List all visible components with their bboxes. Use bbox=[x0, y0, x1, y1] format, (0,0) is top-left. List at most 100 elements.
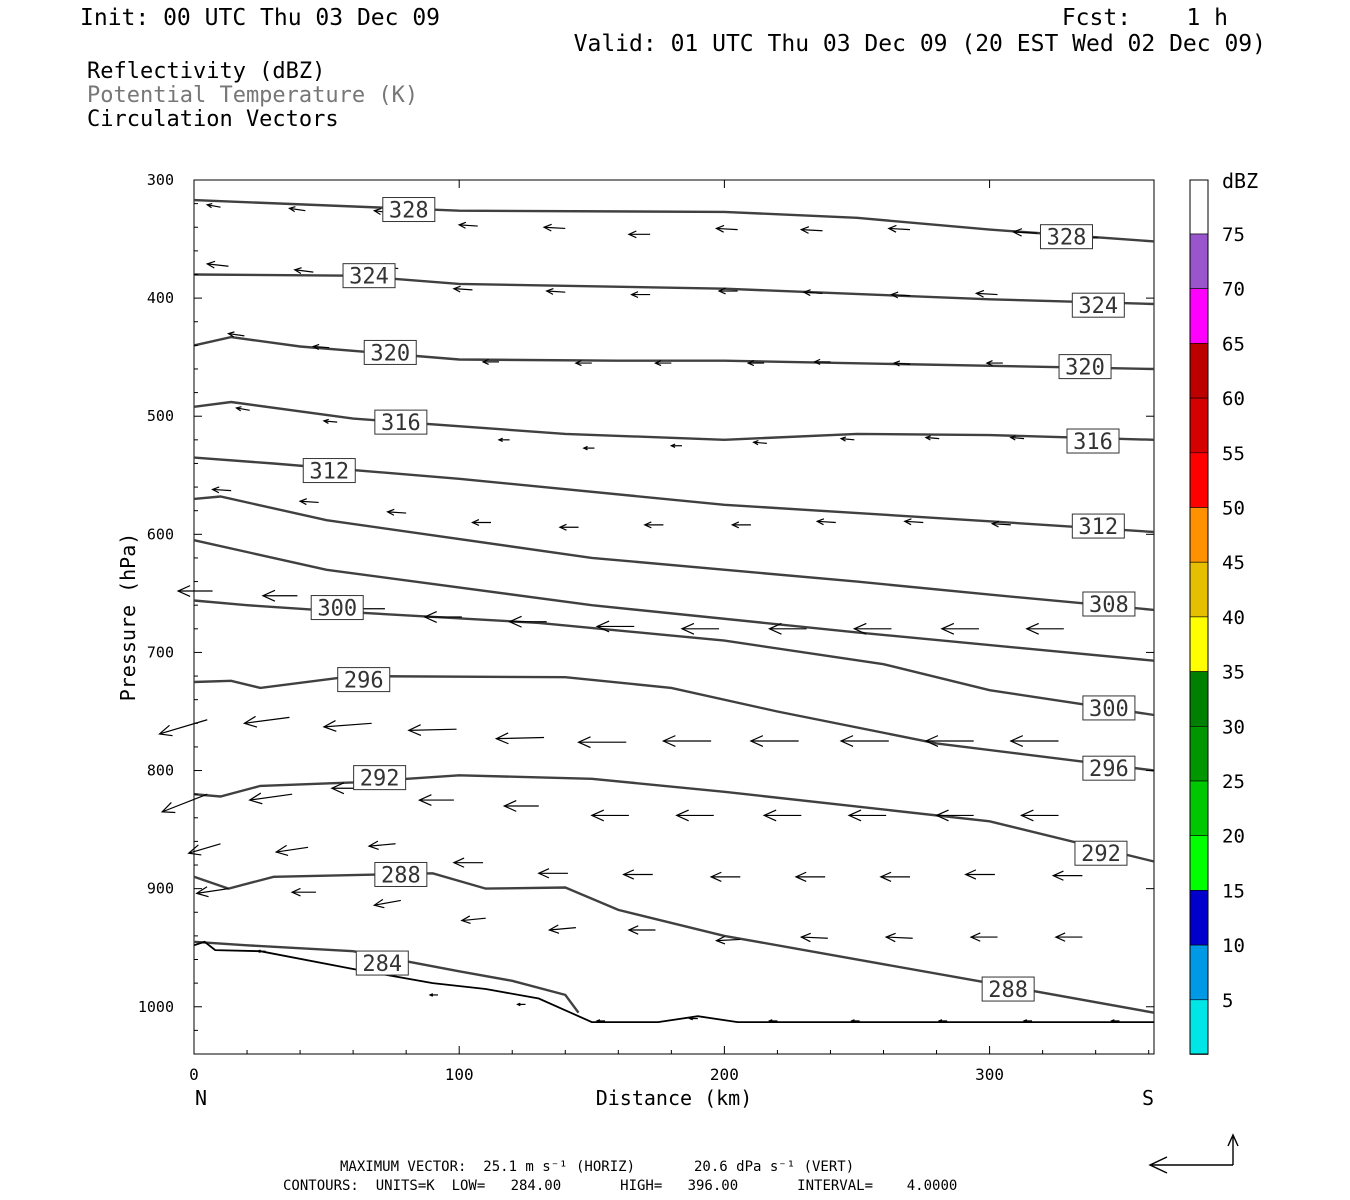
circulation-vector bbox=[452, 857, 484, 868]
vector-shaft bbox=[249, 793, 293, 801]
circulation-vector bbox=[516, 1002, 526, 1007]
colorbar-swatch bbox=[1189, 835, 1209, 891]
vector-head bbox=[847, 809, 862, 822]
contour-label: 284 bbox=[362, 952, 402, 977]
circulation-vector bbox=[924, 435, 940, 441]
circulation-vector bbox=[892, 360, 911, 367]
vector-head bbox=[227, 331, 235, 338]
vector-head bbox=[1009, 735, 1024, 747]
contour-label-box bbox=[1082, 755, 1136, 781]
circulation-vector bbox=[752, 439, 767, 446]
vector-head bbox=[457, 221, 467, 229]
vector-head bbox=[935, 809, 949, 822]
vector-head bbox=[661, 735, 676, 747]
vector-shaft bbox=[888, 227, 911, 231]
vector-shaft bbox=[368, 843, 396, 847]
circulation-vector bbox=[481, 358, 499, 365]
vector-shaft bbox=[387, 511, 407, 514]
contour-label: 296 bbox=[344, 669, 384, 694]
circulation-vector bbox=[261, 589, 298, 602]
vector-head bbox=[852, 622, 867, 635]
vector-head bbox=[884, 932, 896, 943]
contour-label-box bbox=[1071, 513, 1125, 539]
circulation-vector bbox=[1025, 622, 1064, 635]
colorbar-tick-label: 25 bbox=[1222, 771, 1245, 793]
vector-head bbox=[879, 871, 892, 882]
x-axis-title: Distance (km) bbox=[596, 1086, 753, 1110]
colorbar-swatch bbox=[1189, 944, 1209, 1001]
contour-label: 308 bbox=[1089, 593, 1129, 618]
vector-head bbox=[839, 735, 854, 747]
x-tick-label: 200 bbox=[710, 1065, 739, 1084]
vector-head bbox=[974, 289, 985, 298]
vector-head bbox=[502, 800, 517, 812]
colorbar-swatch bbox=[1189, 288, 1209, 344]
vector-head bbox=[643, 521, 652, 529]
vector-shaft bbox=[323, 420, 338, 423]
vector-head bbox=[887, 224, 897, 233]
contour-label: 312 bbox=[1078, 515, 1118, 540]
circulation-vector bbox=[746, 360, 765, 367]
vector-shaft bbox=[904, 520, 924, 524]
vector-shaft bbox=[459, 224, 478, 227]
vector-head bbox=[595, 620, 610, 633]
vector-head bbox=[248, 792, 263, 805]
x-end-label-north: N bbox=[195, 1086, 207, 1110]
vector-shaft bbox=[159, 719, 208, 735]
axes: 0 100 200 300 300 400 500 600 700 800 900 1000 bbox=[138, 171, 1154, 1084]
colorbar-tick-label: 50 bbox=[1222, 498, 1245, 520]
vector-head bbox=[749, 735, 764, 747]
circulation-vector bbox=[1009, 735, 1059, 747]
vector-shaft bbox=[546, 290, 566, 293]
vector-head bbox=[990, 520, 1000, 528]
vector-shaft bbox=[886, 936, 913, 939]
contour-label-box bbox=[374, 409, 428, 435]
vector-shaft bbox=[716, 227, 738, 231]
contour-label-box bbox=[342, 263, 396, 289]
y-axis-title: Pressure (hPa) bbox=[116, 533, 140, 702]
circulation-vector bbox=[547, 924, 576, 934]
isentrope-296 bbox=[193, 674, 1155, 772]
vector-head bbox=[187, 844, 202, 856]
circulation-vector bbox=[211, 486, 232, 494]
vector-shaft bbox=[894, 362, 911, 365]
vector-head bbox=[582, 445, 588, 451]
vector-head bbox=[470, 519, 480, 526]
vector-shaft bbox=[374, 899, 401, 906]
vector-head bbox=[969, 932, 981, 942]
vector-head bbox=[630, 291, 639, 299]
vector-head bbox=[714, 935, 726, 945]
circulation-vector bbox=[768, 622, 807, 635]
contour-label-box bbox=[1039, 224, 1093, 250]
circulation-vector bbox=[508, 615, 547, 628]
vector-head bbox=[452, 857, 465, 868]
circulation-vector bbox=[762, 809, 802, 822]
vector-head bbox=[574, 360, 582, 367]
vector-head bbox=[481, 358, 489, 365]
circulation-vector bbox=[974, 289, 998, 298]
vector-shaft bbox=[992, 523, 1011, 526]
colorbar-swatch bbox=[1189, 999, 1209, 1055]
vector-head bbox=[290, 887, 301, 897]
contour-label-box bbox=[374, 861, 428, 887]
vector-head bbox=[653, 360, 662, 367]
colorbar-tick-label: 55 bbox=[1222, 443, 1245, 465]
circulation-vector bbox=[293, 267, 314, 275]
vector-head bbox=[211, 486, 220, 494]
vector-shaft bbox=[544, 226, 566, 230]
circulation-vector bbox=[749, 735, 799, 747]
circulation-vector bbox=[494, 732, 545, 745]
contour-label: 300 bbox=[317, 597, 357, 622]
circulation-vector bbox=[205, 260, 229, 269]
vector-shaft bbox=[196, 888, 229, 894]
vector-head bbox=[752, 439, 759, 446]
circulation-vector bbox=[457, 221, 478, 229]
vector-shaft bbox=[1013, 231, 1038, 234]
y-tick-label: 400 bbox=[147, 289, 174, 307]
vector-shaft bbox=[276, 846, 309, 853]
colorbar-tick-label: 30 bbox=[1222, 716, 1245, 738]
circulation-vector bbox=[595, 620, 635, 633]
vector-head bbox=[386, 508, 395, 516]
circulation-vector bbox=[234, 406, 250, 412]
colorbar-swatch bbox=[1189, 343, 1209, 399]
